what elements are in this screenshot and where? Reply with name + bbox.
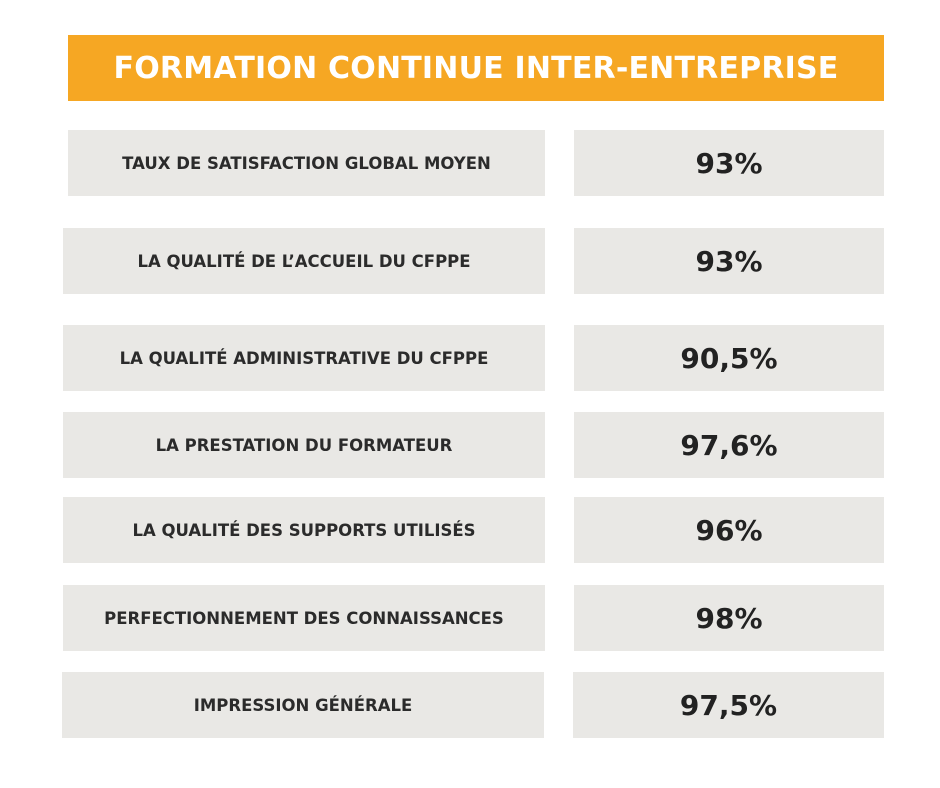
row-label: LA QUALITÉ ADMINISTRATIVE DU CFPPE	[119, 348, 489, 368]
row-value: 98%	[695, 601, 763, 635]
row-value: 96%	[695, 513, 763, 547]
row-value: 90,5%	[680, 341, 778, 375]
row-label-cell: PERFECTIONNEMENT DES CONNAISSANCES	[63, 585, 545, 651]
row-label-cell: LA PRESTATION DU FORMATEUR	[63, 412, 545, 478]
row-value-cell: 90,5%	[574, 325, 884, 391]
row-label: TAUX DE SATISFACTION GLOBAL MOYEN	[122, 153, 491, 173]
row-label-cell: IMPRESSION GÉNÉRALE	[62, 672, 544, 738]
row-value-cell: 97,5%	[573, 672, 884, 738]
row-value-cell: 98%	[574, 585, 884, 651]
header-banner: FORMATION CONTINUE INTER-ENTREPRISE	[68, 35, 884, 101]
row-value: 93%	[695, 244, 763, 278]
row-label: LA QUALITÉ DE L’ACCUEIL DU CFPPE	[137, 251, 471, 271]
row-value: 97,6%	[680, 428, 778, 462]
row-label-cell: LA QUALITÉ ADMINISTRATIVE DU CFPPE	[63, 325, 545, 391]
row-value-cell: 93%	[574, 228, 884, 294]
row-label: LA QUALITÉ DES SUPPORTS UTILISÉS	[132, 520, 476, 540]
row-value: 93%	[695, 146, 763, 180]
row-value-cell: 93%	[574, 130, 884, 196]
row-value-cell: 96%	[574, 497, 884, 563]
row-label: IMPRESSION GÉNÉRALE	[193, 695, 413, 715]
row-value-cell: 97,6%	[574, 412, 884, 478]
row-label: PERFECTIONNEMENT DES CONNAISSANCES	[104, 608, 504, 628]
row-label-cell: TAUX DE SATISFACTION GLOBAL MOYEN	[68, 130, 545, 196]
page-title: FORMATION CONTINUE INTER-ENTREPRISE	[113, 50, 839, 86]
row-label-cell: LA QUALITÉ DE L’ACCUEIL DU CFPPE	[63, 228, 545, 294]
row-label-cell: LA QUALITÉ DES SUPPORTS UTILISÉS	[63, 497, 545, 563]
row-label: LA PRESTATION DU FORMATEUR	[155, 435, 453, 455]
row-value: 97,5%	[679, 688, 778, 722]
